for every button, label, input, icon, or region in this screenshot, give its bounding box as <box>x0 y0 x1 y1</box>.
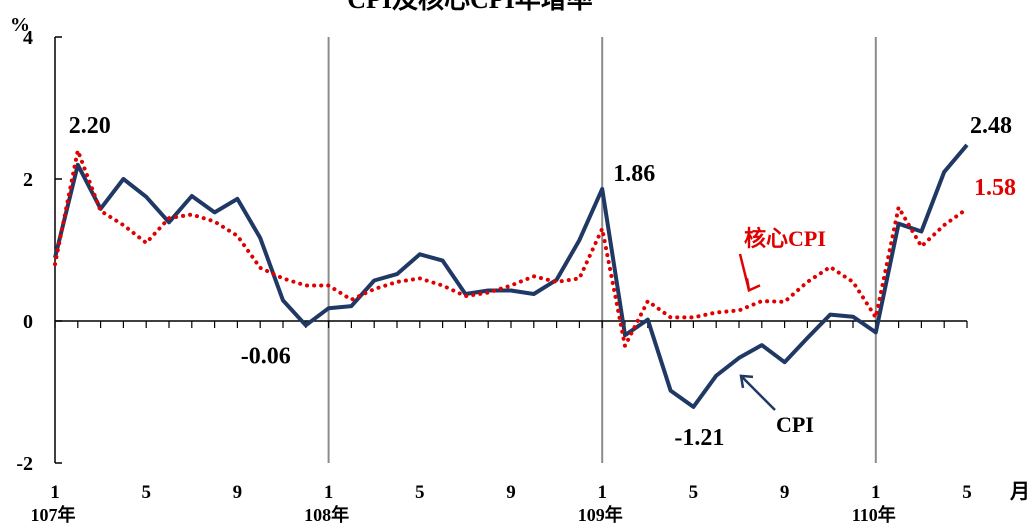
core-cpi-arrow-head <box>745 278 761 293</box>
series-callout: CPI <box>776 412 814 437</box>
data-labels: 2.20 -0.06 1.86 -1.21 2.48 1.58 核心CPI CPI <box>69 113 1016 451</box>
series-callout: 核心CPI <box>744 226 826 251</box>
y-axis-unit-label: % <box>10 14 30 36</box>
x-tick-label: 5 <box>962 482 972 503</box>
data-label: -1.21 <box>674 425 724 451</box>
y-tick-label: 0 <box>23 311 33 333</box>
series-lines <box>53 143 969 409</box>
data-label: 2.48 <box>970 113 1012 139</box>
x-tick-label: 9 <box>506 482 516 503</box>
year-label: 109年 <box>578 504 623 525</box>
data-label: 1.58 <box>974 175 1016 201</box>
data-label: -0.06 <box>241 343 291 369</box>
chart-title: CPI及核心CPI年增率 <box>347 0 593 14</box>
cpi-line <box>53 143 969 409</box>
y-tick-label: 2 <box>23 169 33 191</box>
x-tick-label: 1 <box>597 482 607 503</box>
cpi-arrow-head <box>739 374 754 389</box>
core-cpi-line <box>53 148 969 348</box>
x-tick-label: 5 <box>689 482 699 503</box>
x-tick-label: 5 <box>415 482 425 503</box>
year-label: 107年 <box>31 504 76 525</box>
y-tick-label: -2 <box>16 453 33 475</box>
x-axis-unit-label: 月 <box>1009 481 1030 503</box>
data-label: 1.86 <box>613 161 655 187</box>
year-label: 110年 <box>852 504 896 525</box>
data-label: 2.20 <box>69 113 111 139</box>
x-tick-label: 9 <box>233 482 243 503</box>
x-tick-label: 5 <box>141 482 151 503</box>
year-label: 108年 <box>304 504 349 525</box>
x-tick-label: 1 <box>871 482 881 503</box>
x-tick-label: 9 <box>780 482 790 503</box>
year-gridlines <box>327 37 877 463</box>
x-tick-label: 1 <box>324 482 334 503</box>
axes: -2 0 2 4 1 5 9 1 5 9 1 5 9 1 5 107年 108年 109年 110年 <box>16 27 971 525</box>
cpi-arrow <box>740 375 776 411</box>
y-tick-label: 4 <box>23 27 33 49</box>
x-tick-label: 1 <box>50 482 60 503</box>
